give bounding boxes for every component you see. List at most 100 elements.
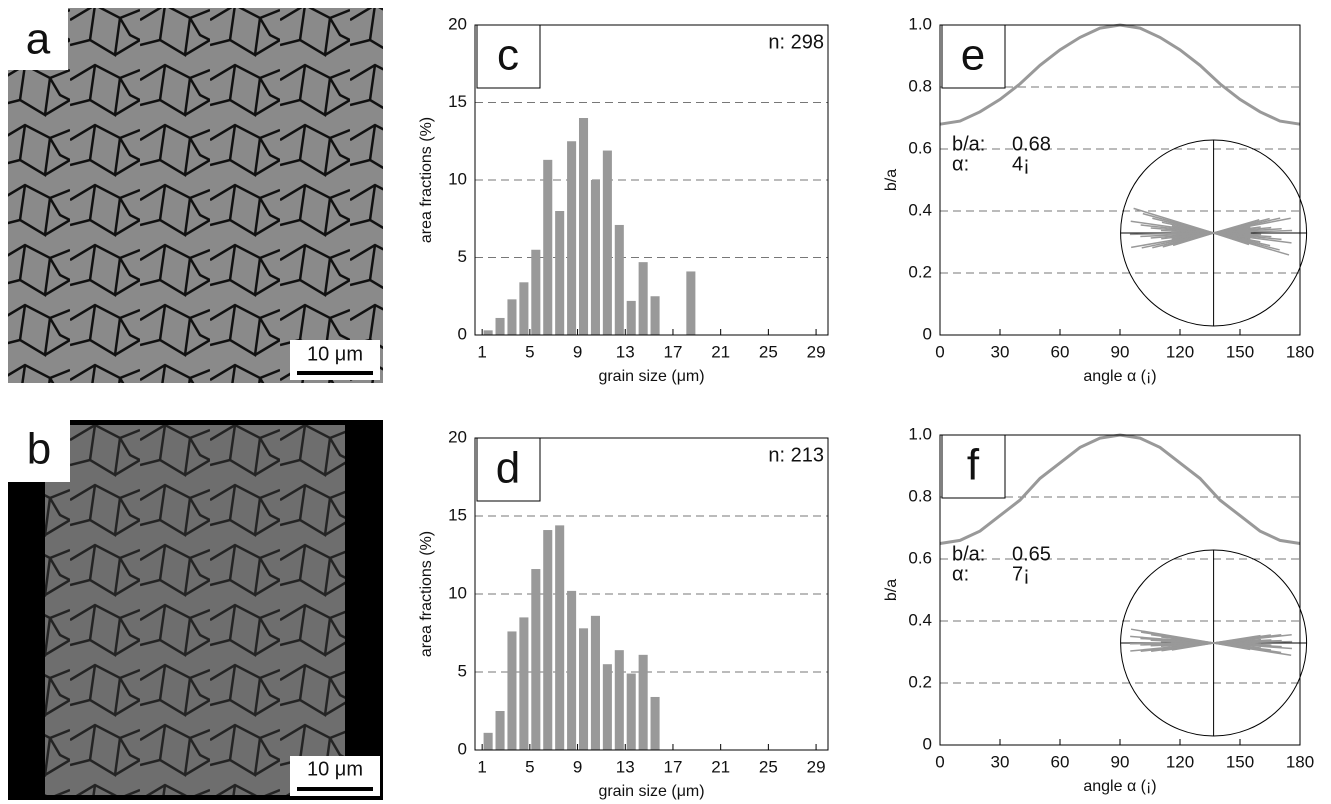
- sample-count: n: 213: [768, 444, 824, 466]
- bar: [507, 299, 517, 335]
- x-tick-label: 30: [991, 342, 1010, 361]
- bar: [519, 282, 529, 335]
- annotation: α:: [952, 153, 969, 175]
- bar: [578, 628, 589, 750]
- x-tick-label: 30: [991, 752, 1010, 771]
- rose-spoke: [1213, 227, 1282, 234]
- y-tick-label: 0: [458, 739, 467, 758]
- x-tick-label: 25: [759, 342, 778, 361]
- x-tick-label: 90: [1111, 752, 1130, 771]
- y-tick-label: 10: [448, 583, 467, 602]
- annotation: α:: [952, 563, 969, 585]
- y-tick-label: 1.0: [908, 14, 932, 33]
- x-axis-label: angle α (¡): [1083, 368, 1156, 385]
- rose-spoke: [1213, 232, 1292, 244]
- rose-spoke: [1142, 212, 1214, 234]
- bar: [519, 617, 529, 750]
- annotation: 4¡: [1012, 153, 1030, 175]
- y-tick-label: 15: [448, 92, 467, 111]
- scale-bar-label: 10 μm: [307, 343, 363, 365]
- bar: [638, 262, 648, 335]
- bar: [555, 211, 565, 335]
- plot-frame: [474, 437, 829, 751]
- x-tick-label: 120: [1166, 752, 1194, 771]
- rose-spoke: [1140, 631, 1214, 644]
- panel-label: e: [961, 31, 985, 80]
- x-tick-label: 0: [935, 342, 944, 361]
- bar: [483, 330, 493, 335]
- bar: [567, 141, 577, 335]
- x-tick-label: 9: [573, 342, 582, 361]
- x-tick-label: 90: [1111, 342, 1130, 361]
- rose-spoke: [1213, 232, 1271, 247]
- grain-boundaries: [45, 425, 345, 795]
- bar: [614, 650, 624, 750]
- bar: [555, 525, 565, 750]
- x-tick-label: 13: [616, 757, 635, 776]
- label-box: [476, 437, 541, 502]
- y-tick-label: 0: [923, 324, 932, 343]
- sample-count: n: 298: [768, 31, 824, 53]
- panel-label: f: [967, 441, 980, 490]
- rose-spoke: [1213, 217, 1270, 234]
- rose-spoke: [1213, 642, 1272, 651]
- x-tick-label: 25: [759, 757, 778, 776]
- x-tick-label: 29: [807, 757, 826, 776]
- x-tick-label: 180: [1286, 342, 1314, 361]
- y-tick-label: 0.6: [908, 548, 932, 567]
- bar: [650, 696, 660, 750]
- x-tick-label: 21: [711, 342, 730, 361]
- bar: [602, 150, 612, 335]
- x-tick-label: 29: [807, 342, 826, 361]
- bar: [626, 300, 636, 335]
- y-tick-label: 0.4: [908, 610, 932, 629]
- bar: [590, 615, 600, 750]
- panel-label: a: [26, 15, 51, 64]
- x-tick-label: 9: [573, 757, 582, 776]
- rose-spoke: [1161, 232, 1214, 240]
- bar: [507, 631, 517, 750]
- y-tick-label: 0: [923, 734, 932, 753]
- y-tick-label: 0.6: [908, 138, 932, 157]
- y-tick-label: 0.8: [908, 76, 932, 95]
- y-axis-label: area fractions (%): [418, 117, 435, 243]
- x-tick-label: 13: [616, 342, 635, 361]
- annotation: b/a:: [952, 133, 985, 155]
- y-tick-label: 10: [448, 169, 467, 188]
- bar: [531, 569, 541, 750]
- bar: [638, 654, 648, 750]
- bar: [543, 159, 553, 335]
- x-axis-label: grain size (μm): [598, 783, 704, 800]
- bar: [495, 317, 505, 335]
- annotation: 0.68: [1012, 133, 1051, 155]
- grain-boundaries: [8, 8, 383, 383]
- rose-spoke: [1150, 227, 1214, 234]
- plot-frame: [474, 24, 829, 336]
- x-tick-label: 0: [935, 752, 944, 771]
- x-tick-label: 5: [525, 342, 534, 361]
- x-tick-label: 17: [664, 757, 683, 776]
- bar: [483, 732, 493, 750]
- x-tick-label: 21: [711, 757, 730, 776]
- label-box: [476, 24, 541, 89]
- y-tick-label: 0.2: [908, 262, 932, 281]
- plot-frame: [939, 24, 1301, 336]
- bar: [686, 271, 696, 335]
- label-box: [8, 8, 68, 70]
- x-axis-label: grain size (μm): [598, 368, 704, 385]
- rose-spoke: [1213, 232, 1290, 256]
- y-tick-label: 5: [458, 661, 467, 680]
- bar: [602, 664, 612, 750]
- x-tick-label: 120: [1166, 342, 1194, 361]
- x-tick-label: 1: [477, 757, 486, 776]
- y-tick-label: 20: [448, 14, 467, 33]
- bar: [590, 180, 600, 335]
- scale-bar-label: 10 μm: [307, 758, 363, 780]
- bar: [567, 590, 577, 750]
- rose-spoke: [1129, 232, 1214, 236]
- annotation: b/a:: [952, 543, 985, 565]
- x-tick-label: 17: [664, 342, 683, 361]
- rose-spoke: [1141, 232, 1214, 249]
- panel-label: c: [497, 31, 519, 80]
- x-tick-label: 1: [477, 342, 486, 361]
